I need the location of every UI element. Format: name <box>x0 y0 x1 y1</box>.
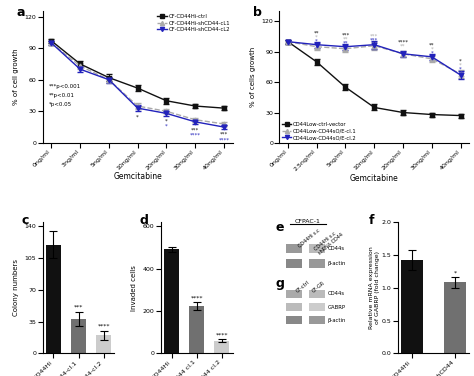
Text: CD44s: CD44s <box>328 291 345 296</box>
Text: *p<0.05: *p<0.05 <box>48 102 72 107</box>
Bar <box>310 244 325 253</box>
Text: ***: *** <box>370 33 378 39</box>
Bar <box>444 282 466 353</box>
Text: CD44Hi s.c: CD44Hi s.c <box>297 228 321 249</box>
Text: *: * <box>459 59 462 64</box>
Text: ****: **** <box>219 138 229 143</box>
Bar <box>286 316 302 324</box>
Text: ****: **** <box>190 132 201 137</box>
Bar <box>164 249 179 353</box>
Text: *: * <box>430 47 433 52</box>
Y-axis label: Invaded cells: Invaded cells <box>131 265 137 311</box>
Text: **: ** <box>314 30 319 36</box>
Text: ****: **** <box>97 324 110 329</box>
Text: ****: **** <box>398 40 409 45</box>
Text: ****: **** <box>216 333 228 338</box>
Text: ***: *** <box>220 131 228 136</box>
Y-axis label: % of cells growth: % of cells growth <box>250 47 255 107</box>
Bar <box>96 335 111 353</box>
Text: *: * <box>454 270 457 275</box>
Text: β-actin: β-actin <box>328 261 346 266</box>
Text: *: * <box>315 35 318 39</box>
Legend: CD44Low-ctrl-vector, CD44Low-CD44sO/E-cl.1, CD44Low-CD44sO/E-cl.2: CD44Low-ctrl-vector, CD44Low-CD44sO/E-cl… <box>282 122 357 140</box>
Text: c: c <box>21 214 28 227</box>
Text: CF-ctrl: CF-ctrl <box>295 280 310 294</box>
Text: a: a <box>16 6 25 19</box>
Text: CFPAC-1: CFPAC-1 <box>295 219 321 224</box>
Text: *: * <box>137 114 139 120</box>
Text: CD44s: CD44s <box>328 246 345 251</box>
Text: **p<0.01: **p<0.01 <box>48 93 74 98</box>
Text: ****: **** <box>191 296 203 301</box>
Text: ***: *** <box>370 38 378 42</box>
Bar <box>401 260 422 353</box>
Bar <box>46 244 61 353</box>
Bar <box>310 316 325 324</box>
Bar <box>286 290 302 298</box>
Text: *: * <box>459 67 462 72</box>
Y-axis label: Colony numbers: Colony numbers <box>13 259 19 316</box>
Text: ***p<0.001: ***p<0.001 <box>48 83 81 89</box>
Text: CF-GR: CF-GR <box>311 280 326 293</box>
Text: *: * <box>430 51 433 56</box>
Bar <box>286 303 302 311</box>
Text: g: g <box>276 277 284 290</box>
Text: *: * <box>459 63 462 68</box>
Bar <box>71 319 86 353</box>
Bar <box>310 259 325 268</box>
Bar <box>286 244 302 253</box>
Text: **: ** <box>401 44 406 49</box>
Text: *: * <box>165 124 168 129</box>
Bar <box>286 259 302 268</box>
Text: CD44Hi s.c
shRNA CD44: CD44Hi s.c shRNA CD44 <box>314 228 345 256</box>
Text: **: ** <box>343 36 348 42</box>
Text: e: e <box>276 220 284 233</box>
Text: ***: *** <box>191 127 200 132</box>
X-axis label: Gemcitabine: Gemcitabine <box>113 172 162 181</box>
Legend: CF-CD44Hi-ctrl, CF-CD44Hi-shCD44-cL1, CF-CD44Hi-shCD44-cL2: CF-CD44Hi-ctrl, CF-CD44Hi-shCD44-cL1, CF… <box>157 14 230 32</box>
Y-axis label: Relative mRNA expression
of GABRP (fold change): Relative mRNA expression of GABRP (fold … <box>369 246 380 329</box>
Text: β-actin: β-actin <box>328 318 346 323</box>
X-axis label: Gemcitabine: Gemcitabine <box>350 174 399 183</box>
Bar <box>214 341 229 353</box>
Text: **: ** <box>343 41 348 46</box>
Text: GABRP: GABRP <box>328 305 345 309</box>
Text: ***: *** <box>74 305 83 310</box>
Bar <box>310 303 325 311</box>
Y-axis label: % of cell growth: % of cell growth <box>13 49 19 105</box>
Text: d: d <box>139 214 148 227</box>
Text: ***: *** <box>341 33 350 38</box>
Text: b: b <box>253 6 262 19</box>
Text: f: f <box>369 214 374 227</box>
Text: *: * <box>165 119 168 124</box>
Bar <box>310 290 325 298</box>
Text: *: * <box>315 39 318 44</box>
Bar <box>189 306 204 353</box>
Text: **: ** <box>429 43 435 48</box>
